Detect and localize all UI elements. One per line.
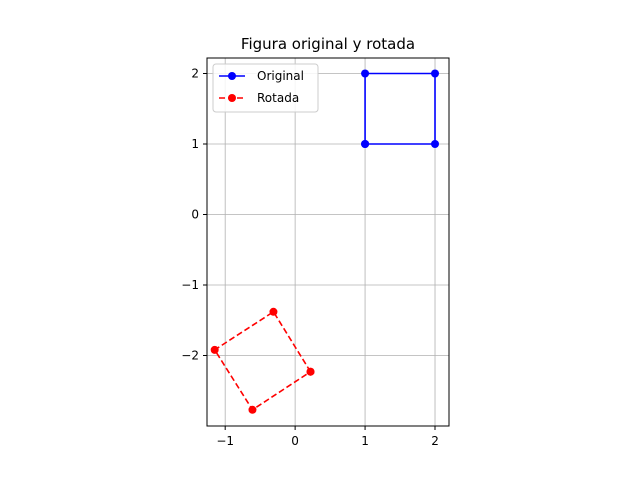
legend-label-original: Original (257, 69, 304, 83)
data-point-rotada (210, 345, 219, 354)
axis-ticks: −1 0 1 2 2 1 0 −1 −2 (181, 67, 439, 448)
x-tick-label: 0 (291, 434, 299, 448)
data-point-original (431, 69, 440, 78)
x-tick-label: −1 (216, 434, 234, 448)
legend-marker-rotada (228, 94, 236, 102)
y-tick-label: 1 (191, 137, 199, 151)
legend-label-rotada: Rotada (257, 91, 299, 105)
data-point-original (361, 69, 370, 78)
data-point-rotada (248, 405, 257, 414)
data-point-rotada (269, 307, 278, 316)
grid (207, 58, 449, 426)
chart-title: Figura original y rotada (241, 35, 415, 53)
x-tick-label: 2 (431, 434, 439, 448)
x-tick-label: 1 (361, 434, 369, 448)
y-tick-label: −1 (181, 278, 199, 292)
legend-marker-original (228, 72, 236, 80)
plot-area (210, 69, 440, 414)
data-point-original (431, 140, 440, 149)
legend: Original Rotada (212, 63, 319, 113)
data-point-rotada (306, 367, 315, 376)
data-point-original (361, 140, 370, 149)
axes-frame (206, 57, 450, 427)
y-tick-label: −2 (181, 349, 199, 363)
y-tick-label: 0 (191, 208, 199, 222)
series-line-rotada (213, 310, 312, 411)
series-line-original (364, 72, 436, 145)
y-tick-label: 2 (191, 67, 199, 81)
